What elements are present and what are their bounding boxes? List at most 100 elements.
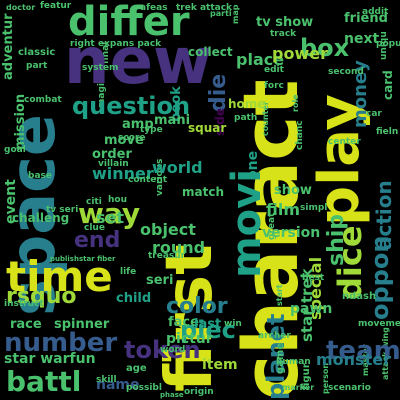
- word: path: [234, 113, 258, 123]
- word: amp: [122, 117, 154, 132]
- word: forc: [264, 81, 284, 91]
- word: face: [168, 315, 199, 330]
- word: edit: [264, 65, 284, 75]
- word: spinner: [54, 317, 110, 332]
- word: adventur: [1, 13, 16, 80]
- word: map: [231, 4, 240, 24]
- word: age: [126, 363, 147, 374]
- word: villain: [98, 159, 129, 169]
- word: scenario: [328, 383, 371, 393]
- word: fieln: [376, 127, 399, 137]
- word: afeas: [140, 3, 168, 13]
- word: archer: [258, 331, 291, 341]
- word: film: [266, 200, 301, 219]
- word: team: [326, 336, 400, 366]
- word: power: [272, 44, 328, 63]
- word: match: [182, 185, 224, 199]
- word: featur: [40, 1, 72, 11]
- word: skill: [96, 375, 117, 385]
- word: ndash: [342, 291, 377, 302]
- word: chanc: [295, 120, 305, 150]
- word: human: [276, 357, 311, 367]
- word: center: [328, 137, 361, 147]
- word: rsquo: [6, 284, 77, 309]
- word: one: [245, 150, 261, 180]
- word: car: [366, 109, 382, 119]
- word: popular: [376, 39, 400, 49]
- word: round: [152, 238, 206, 257]
- word: best: [302, 273, 325, 283]
- word: publishstar fiber: [50, 255, 116, 263]
- word: clue: [84, 223, 105, 233]
- word: star warfun: [4, 351, 96, 367]
- word: ship: [324, 213, 349, 266]
- word: hou: [108, 195, 127, 205]
- word: origin: [184, 387, 214, 397]
- word: name: [96, 377, 140, 393]
- word: expans pack: [98, 39, 162, 49]
- word: winner: [92, 164, 154, 183]
- word: challeng: [12, 211, 70, 225]
- word: win: [224, 319, 242, 329]
- word: color: [166, 294, 228, 319]
- word: score: [118, 133, 146, 143]
- word: parti: [210, 9, 232, 18]
- word: piec: [180, 316, 236, 344]
- word: pawn: [290, 301, 333, 317]
- word: instruct: [4, 299, 44, 309]
- word: life: [120, 267, 137, 277]
- word: marker: [282, 383, 315, 392]
- word: place: [236, 50, 285, 69]
- word: home: [228, 97, 266, 111]
- word: combat: [24, 95, 62, 105]
- word: end: [74, 228, 121, 253]
- word: right: [70, 39, 95, 49]
- word: part: [26, 61, 48, 71]
- word: question: [72, 92, 191, 120]
- word: number: [4, 328, 118, 358]
- word: object: [140, 220, 196, 239]
- word: next: [344, 31, 380, 47]
- word: squar: [188, 121, 227, 135]
- word: treasur: [148, 251, 186, 261]
- word: last: [194, 317, 222, 332]
- word: new: [64, 25, 213, 99]
- word: show: [274, 183, 312, 198]
- word: citi: [86, 197, 102, 207]
- word: differ: [68, 0, 190, 45]
- word: card: [381, 70, 395, 100]
- word: box: [300, 34, 350, 62]
- word: friend: [344, 11, 388, 26]
- word: time: [6, 252, 113, 301]
- word: action: [372, 180, 396, 250]
- word: trek attack: [176, 3, 233, 13]
- word: type: [140, 125, 163, 135]
- word: classic: [18, 47, 56, 58]
- word: movi: [224, 169, 270, 278]
- word: pictur: [166, 331, 213, 347]
- word: move: [104, 133, 144, 148]
- word: world: [152, 158, 203, 177]
- word: child: [116, 291, 152, 306]
- word: simpl: [300, 203, 328, 213]
- word: seri: [146, 273, 174, 288]
- word: way: [78, 197, 141, 230]
- word: item: [202, 357, 238, 373]
- word: content: [128, 175, 168, 185]
- word: role: [291, 94, 300, 112]
- word: start: [275, 284, 284, 306]
- word: possibl: [126, 383, 162, 393]
- word: battl: [6, 365, 82, 398]
- word: second: [328, 67, 364, 77]
- word: mani: [154, 113, 191, 128]
- word: token: [124, 336, 201, 364]
- word: order: [92, 147, 132, 162]
- word: doctor: [6, 3, 36, 12]
- word: movement: [358, 319, 400, 329]
- word: tv seri: [46, 205, 79, 215]
- word: system: [82, 63, 119, 73]
- word: phase: [160, 391, 184, 399]
- word: word: [160, 345, 186, 355]
- word: track: [270, 29, 297, 39]
